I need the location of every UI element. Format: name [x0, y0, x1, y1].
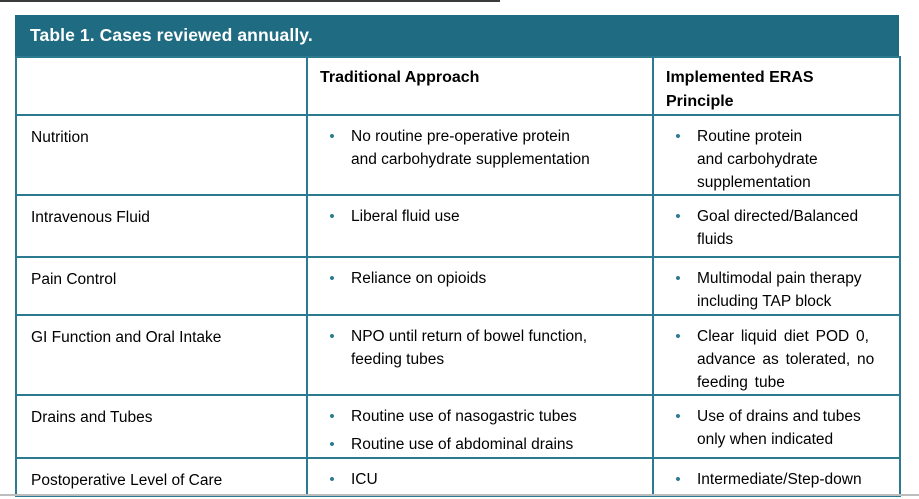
header-row: Traditional Approach Implemented ERAS Pr…: [15, 56, 901, 116]
bullet-text: Liberal fluid use: [351, 208, 460, 225]
bullet-item: • NPO until return of bowel function, fee…: [320, 325, 644, 371]
traditional-cell: • NPO until return of bowel function, fee…: [306, 314, 654, 396]
bullet-text: ICU: [351, 471, 378, 488]
row-label: Drains and Tubes: [15, 394, 308, 459]
table-row: Drains and Tubes • Routine use of nasogast…: [15, 394, 901, 459]
top-edge-artifact: [0, 0, 500, 2]
bullet-icon: •: [329, 128, 335, 145]
row-label: Intravenous Fluid: [15, 194, 308, 258]
bullet-text: Use of drains and tubes only when indica…: [697, 408, 861, 448]
column-header-empty: [15, 56, 308, 116]
bullet-item: • Routine use of abdominal drains: [320, 433, 644, 456]
table-row: Postoperative Level of Care • ICU • Intermed…: [15, 457, 901, 497]
column-header-traditional: Traditional Approach: [306, 56, 654, 116]
bullet-item: • Routine protein and carbohydrate supple…: [666, 125, 891, 194]
eras-cell: • Routine protein and carbohydrate supple…: [652, 114, 901, 196]
bullet-icon: •: [675, 408, 681, 425]
bullet-icon: •: [329, 436, 335, 453]
bullet-icon: •: [675, 471, 681, 488]
eras-cell: • Multimodal pain therapy including TAP b…: [652, 256, 901, 316]
row-label: Pain Control: [15, 256, 308, 316]
bullet-icon: •: [675, 208, 681, 225]
traditional-cell: • Liberal fluid use: [306, 194, 654, 258]
table-row: Nutrition • No routine pre-operative prote…: [15, 114, 901, 196]
row-label: Postoperative Level of Care: [15, 457, 308, 497]
bullet-text: No routine pre-operative protein and car…: [351, 128, 590, 168]
bullet-text: Routine use of nasogastric tubes: [351, 408, 577, 425]
bullet-text: Clear liquid diet POD 0, advance as tole…: [697, 328, 875, 391]
bullet-item: • Clear liquid diet POD 0, advance as tol…: [666, 325, 891, 394]
bullet-text: NPO until return of bowel function, feed…: [351, 328, 588, 368]
traditional-cell: • Routine use of nasogastric tubes • Routin…: [306, 394, 654, 459]
table-row: GI Function and Oral Intake • NPO until re…: [15, 314, 901, 396]
eras-cell: • Intermediate/Step-down: [652, 457, 901, 497]
figure-table: Table 1. Cases reviewed annually. Tradit…: [15, 15, 901, 497]
data-table: Traditional Approach Implemented ERAS Pr…: [15, 56, 901, 497]
table-header: Traditional Approach Implemented ERAS Pr…: [15, 56, 901, 116]
bullet-item: • No routine pre-operative protein and ca…: [320, 125, 644, 171]
bullet-icon: •: [329, 270, 335, 287]
bullet-text: Routine use of abdominal drains: [351, 436, 574, 453]
bullet-text: Routine protein and carbohydrate supplem…: [697, 128, 818, 191]
traditional-cell: • Reliance on opioids: [306, 256, 654, 316]
row-label: Nutrition: [15, 114, 308, 196]
bullet-item: • Reliance on opioids: [320, 267, 644, 290]
column-header-eras: Implemented ERAS Principle: [652, 56, 901, 116]
bullet-icon: •: [329, 208, 335, 225]
table-body: Nutrition • No routine pre-operative prote…: [15, 114, 901, 497]
bullet-item: • Multimodal pain therapy including TAP b…: [666, 267, 891, 313]
bullet-text: Intermediate/Step-down: [697, 471, 862, 488]
bullet-icon: •: [329, 408, 335, 425]
bullet-item: • Intermediate/Step-down: [666, 468, 891, 491]
bullet-item: • Use of drains and tubes only when indic…: [666, 405, 891, 451]
bullet-item: • Routine use of nasogastric tubes: [320, 405, 644, 428]
bullet-item: • ICU: [320, 468, 644, 491]
bullet-icon: •: [675, 328, 681, 345]
row-label: GI Function and Oral Intake: [15, 314, 308, 396]
bullet-icon: •: [675, 128, 681, 145]
bullet-icon: •: [675, 270, 681, 287]
bullet-item: • Goal directed/Balanced fluids: [666, 205, 891, 251]
eras-cell: • Clear liquid diet POD 0, advance as tol…: [652, 314, 901, 396]
bullet-text: Goal directed/Balanced fluids: [697, 208, 859, 248]
table-title: Table 1. Cases reviewed annually.: [30, 25, 313, 45]
table-row: Pain Control • Reliance on opioids • Multimo…: [15, 256, 901, 316]
traditional-cell: • ICU: [306, 457, 654, 497]
eras-cell: • Use of drains and tubes only when indic…: [652, 394, 901, 459]
bullet-icon: •: [329, 471, 335, 488]
bullet-icon: •: [329, 328, 335, 345]
table-title-bar: Table 1. Cases reviewed annually.: [15, 15, 899, 56]
eras-cell: • Goal directed/Balanced fluids: [652, 194, 901, 258]
bullet-item: • Liberal fluid use: [320, 205, 644, 228]
bullet-text: Multimodal pain therapy including TAP bl…: [697, 270, 862, 310]
table-row: Intravenous Fluid • Liberal fluid use • Goal…: [15, 194, 901, 258]
bottom-edge-artifact: [0, 494, 919, 496]
traditional-cell: • No routine pre-operative protein and ca…: [306, 114, 654, 196]
bullet-text: Reliance on opioids: [351, 270, 487, 287]
